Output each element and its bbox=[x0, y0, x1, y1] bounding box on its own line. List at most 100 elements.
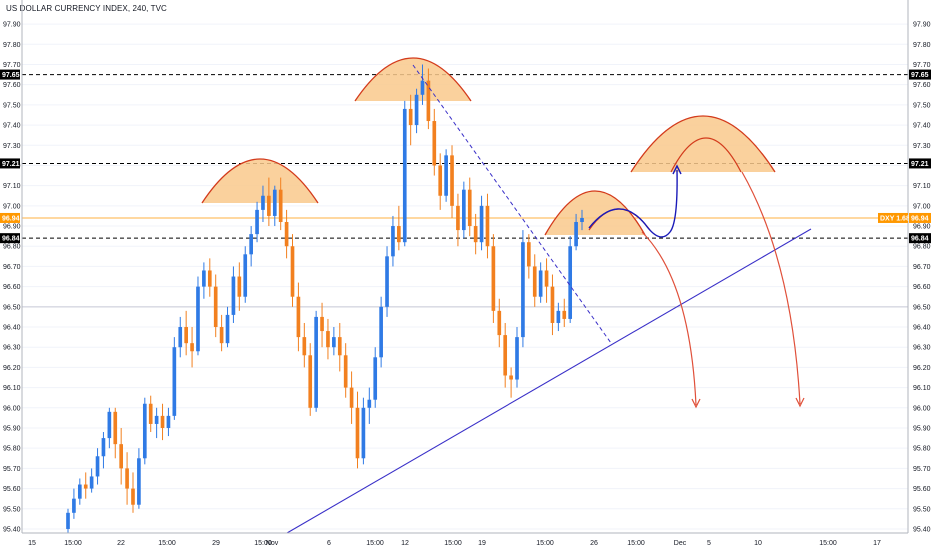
level-tag-left bbox=[0, 69, 20, 80]
price-tag-left-text: 96.94 bbox=[2, 215, 20, 222]
level-tag-right bbox=[909, 233, 931, 244]
candle-body bbox=[213, 286, 218, 328]
red-projection-1 bbox=[641, 231, 697, 406]
candle-body bbox=[225, 314, 230, 344]
y-tick-label-left: 97.80 bbox=[3, 42, 21, 49]
y-tick-label-left: 96.70 bbox=[3, 264, 21, 271]
candle-body bbox=[408, 108, 413, 126]
candle-body bbox=[426, 80, 431, 122]
level-tag-right bbox=[909, 69, 931, 80]
y-tick-label-right: 97.30 bbox=[913, 143, 931, 150]
candle-body bbox=[326, 331, 330, 348]
candles bbox=[66, 64, 584, 533]
y-tick-label-right: 95.40 bbox=[913, 526, 931, 533]
candle-body bbox=[72, 498, 76, 513]
candle-body bbox=[432, 121, 437, 166]
y-tick-label-left: 95.50 bbox=[3, 506, 21, 513]
y-tick-label-left: 96.90 bbox=[3, 224, 21, 231]
candle-body bbox=[580, 217, 584, 223]
candle-body bbox=[367, 399, 372, 408]
level-tag-right-text: 96.84 bbox=[911, 236, 929, 243]
y-tick-label-right: 97.50 bbox=[913, 102, 931, 109]
x-tick-label: Nov bbox=[266, 540, 279, 547]
y-tick-label-left: 96.80 bbox=[3, 244, 21, 251]
x-tick-label: 5 bbox=[707, 540, 711, 547]
candle-body bbox=[77, 484, 82, 499]
candle-body bbox=[473, 226, 478, 243]
candle-body bbox=[278, 189, 283, 223]
y-tick-label-left: 97.50 bbox=[3, 102, 21, 109]
candle-body bbox=[574, 222, 578, 247]
candle-body bbox=[89, 476, 94, 489]
candle-body bbox=[373, 357, 378, 400]
y-tick-label-right: 97.90 bbox=[913, 22, 931, 29]
level-tag-right-text: 97.65 bbox=[911, 72, 929, 79]
y-tick-label-left: 97.90 bbox=[3, 22, 21, 29]
candle-body bbox=[509, 375, 513, 380]
annotations-front bbox=[286, 64, 812, 534]
y-tick-label-left: 97.30 bbox=[3, 143, 21, 150]
candle-body bbox=[267, 195, 271, 216]
bubble-arc bbox=[544, 190, 646, 236]
candle-body bbox=[320, 316, 324, 332]
y-tick-label-right: 96.30 bbox=[913, 345, 931, 352]
level-tag-left-text: 97.21 bbox=[2, 161, 20, 168]
x-tick-label: 12 bbox=[401, 540, 409, 547]
y-tick-label-left: 97.00 bbox=[3, 203, 21, 210]
level-tag-right-text: 97.21 bbox=[911, 161, 929, 168]
x-tick-label: 15:00 bbox=[64, 540, 82, 547]
candle-body bbox=[243, 254, 248, 297]
y-tick-label-right: 97.40 bbox=[913, 123, 931, 130]
candle-body bbox=[538, 270, 543, 297]
level-tag-left-text: 97.65 bbox=[2, 72, 20, 79]
y-tick-label-right: 96.60 bbox=[913, 284, 931, 291]
price-tag-right-text: 96.94 bbox=[911, 215, 929, 222]
y-tick-label-right: 97.10 bbox=[913, 183, 931, 190]
y-tick-label-left: 96.20 bbox=[3, 365, 21, 372]
candle-body bbox=[107, 411, 112, 439]
blue-arrowhead bbox=[672, 164, 682, 175]
candle-body bbox=[332, 337, 336, 348]
candle-body bbox=[550, 286, 555, 323]
candle-body bbox=[397, 226, 401, 243]
y-tick-label-right: 96.00 bbox=[913, 405, 931, 412]
candle-body bbox=[532, 266, 537, 297]
y-tick-label-right: 96.40 bbox=[913, 325, 931, 332]
candle-body bbox=[314, 316, 318, 408]
candle-body bbox=[95, 456, 100, 477]
candle-body bbox=[308, 355, 313, 408]
candle-body bbox=[556, 310, 561, 323]
candle-body bbox=[467, 189, 472, 227]
level-tag-left bbox=[0, 233, 20, 244]
red-projection-2 bbox=[741, 171, 801, 405]
candle-body bbox=[349, 387, 354, 408]
candle-body bbox=[125, 468, 129, 489]
y-tick-label-left: 97.60 bbox=[3, 82, 21, 89]
candle-body bbox=[355, 407, 360, 459]
y-tick-label-right: 96.10 bbox=[913, 385, 931, 392]
candle-body bbox=[231, 276, 236, 315]
x-tick-label: 26 bbox=[590, 540, 598, 547]
candle-body bbox=[361, 407, 366, 459]
y-tick-label-left: 96.50 bbox=[3, 304, 21, 311]
y-tick-label-left: 95.70 bbox=[3, 466, 21, 473]
bubble-arc bbox=[630, 115, 776, 173]
candle-body bbox=[379, 306, 383, 358]
candle-body bbox=[485, 205, 490, 247]
blue-projection bbox=[588, 169, 678, 238]
price-change-tag bbox=[878, 212, 908, 223]
candle-body bbox=[184, 327, 188, 344]
candle-body bbox=[83, 484, 88, 489]
bubble-arc bbox=[354, 57, 472, 102]
x-tick-label: 15:00 bbox=[366, 540, 384, 547]
candle-body bbox=[148, 403, 153, 424]
y-tick-label-right: 97.00 bbox=[913, 203, 931, 210]
x-tick-label: 15:00 bbox=[158, 540, 176, 547]
annotations-back bbox=[201, 57, 776, 236]
y-tick-label-left: 96.30 bbox=[3, 345, 21, 352]
candle-body bbox=[119, 444, 124, 469]
candle-body bbox=[391, 226, 395, 257]
y-tick-label-left: 97.10 bbox=[3, 183, 21, 190]
candle-body bbox=[302, 337, 307, 356]
